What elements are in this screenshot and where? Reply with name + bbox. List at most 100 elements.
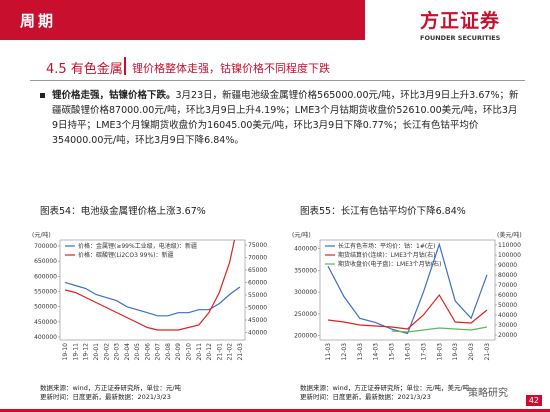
x-tick-label: 19-12: [83, 343, 90, 361]
section-number: 4.5 有色金属: [46, 62, 123, 77]
x-tick-label: 21-01: [216, 343, 223, 361]
y-tick-label: 500000: [34, 304, 57, 311]
y2-tick-label: 65000: [248, 267, 267, 274]
update-line: 更新时间：日度更新，最新数据：2021/3/23: [40, 393, 171, 401]
legend-label: 期货收盘价(电子盘)：LME3个月钴(右): [338, 260, 442, 268]
x-tick-label: 20-11: [196, 343, 203, 361]
x-tick-label: 19-10: [62, 343, 69, 361]
y-tick-label: 650000: [34, 258, 57, 265]
update-line: 更新时间：日度更新，最新数据：2021/3/23: [300, 393, 431, 401]
y2-tick-label: 90000: [498, 262, 517, 269]
y2-tick-label: 50000: [248, 305, 267, 312]
bullet: [40, 93, 45, 98]
page-number: 42: [525, 395, 542, 406]
y-tick-label: 600000: [34, 273, 57, 280]
series-line: [391, 326, 488, 333]
source: 数据来源：wind，方正证券研究所；单位：元/吨，美元/吨 更新时间：日度更新，最…: [300, 384, 469, 402]
y-tick-label: 350000: [294, 267, 317, 274]
y-tick-label: 550000: [34, 289, 57, 296]
x-tick-label: 20-09: [175, 343, 182, 361]
x-tick-label: 20-07: [155, 343, 162, 361]
y-tick-label: 400000: [34, 334, 57, 341]
x-tick-label: 17-03: [420, 343, 427, 361]
header-bar: 周期: [0, 0, 365, 40]
y2-tick-label: 110000: [498, 242, 521, 249]
x-tick-label: 20-12: [206, 343, 213, 361]
y-tick-label: 300000: [294, 289, 317, 296]
y2-axis-label: (美元/吨): [497, 231, 522, 239]
logo: 方正证券 FOUNDER SECURITIES: [420, 6, 500, 42]
y-tick-label: 700000: [34, 243, 57, 250]
series-line: [327, 242, 488, 335]
x-tick-label: 21-02: [227, 343, 234, 361]
body-text: 锂价格走强，钴镍价格下跌。3月23日，新疆电池级金属锂价格565000.00元/…: [52, 88, 522, 148]
x-tick-label: 15-03: [389, 343, 396, 361]
section-subtitle: 锂价格整体走强，钴镍价格不同程度下跌: [132, 62, 330, 75]
logo-name: 方正证券: [420, 10, 501, 32]
legend-label: 价格：碳酸锂(Li2CO3 99%)：新疆: [78, 251, 173, 259]
source: 数据来源：wind，方正证券研究所，单位：元/吨 更新时间：日度更新，最新数据：2…: [40, 384, 181, 402]
watermark: 策略研究: [468, 388, 508, 399]
x-tick-label: 16-03: [405, 343, 412, 361]
y-tick-label: 450000: [34, 319, 57, 326]
y2-tick-label: 70000: [498, 282, 517, 289]
x-tick-label: 20-10: [185, 343, 192, 361]
y2-tick-label: 40000: [248, 330, 267, 337]
y-tick-label: 200000: [294, 333, 317, 340]
rule: [30, 80, 525, 81]
x-tick-label: 14-03: [373, 343, 380, 361]
y-tick-label: 250000: [294, 311, 317, 318]
y2-tick-label: 80000: [498, 272, 517, 279]
footer-bar: [0, 409, 550, 412]
y-tick-label: 400000: [294, 246, 317, 253]
y-axis-label: (元/吨): [292, 231, 311, 239]
x-tick-label: 12-03: [341, 343, 348, 361]
body-lead: 锂价格走强，钴镍价格下跌。: [52, 90, 176, 101]
x-tick-label: 11-03: [325, 343, 332, 361]
y2-tick-label: 70000: [248, 255, 267, 262]
x-tick-label: 20-04: [124, 343, 131, 361]
chart-title: 图表54：电池级金属锂价格上涨3.67%: [40, 206, 206, 217]
y-axis-label: (元/吨): [32, 231, 51, 239]
source-line: 数据来源：wind，方正证券研究所，单位：元/吨: [40, 384, 182, 392]
x-tick-label: 13-03: [357, 343, 364, 361]
x-tick-label: 20-08: [165, 343, 172, 361]
plot-frame: [59, 239, 246, 341]
x-tick-label: 20-02: [103, 343, 110, 361]
y2-tick-label: 60000: [248, 280, 267, 287]
y2-tick-label: 20000: [498, 332, 517, 339]
divider: [124, 57, 126, 75]
series-line: [327, 293, 488, 330]
legend-label: 长江有色市场：平均价：钴：1#(左): [338, 242, 436, 250]
series-line: [64, 240, 236, 331]
x-tick-label: 20-05: [134, 343, 141, 361]
x-tick-label: 20-06: [144, 343, 151, 361]
logo-english: FOUNDER SECURITIES: [420, 34, 501, 42]
y2-tick-label: 45000: [248, 317, 267, 324]
y2-tick-label: 100000: [498, 252, 521, 259]
x-tick-label: 21-03: [237, 343, 244, 361]
y2-tick-label: 60000: [498, 292, 517, 299]
x-tick-label: 19-11: [72, 343, 79, 361]
x-tick-label: 21-03: [484, 343, 491, 361]
y2-tick-label: 55000: [248, 292, 267, 299]
x-tick-label: 20-01: [93, 343, 100, 361]
legend-label: 价格：金属锂(≥99%工业级，电池级)：新疆: [78, 242, 197, 250]
body-rest: 3月23日，新疆电池级金属锂价格565000.00元/吨，环比3月9日上升3.6…: [52, 90, 519, 146]
x-tick-label: 18-03: [436, 343, 443, 361]
chart-title: 图表55：长江有色钴平均价下降6.84%: [300, 206, 466, 217]
legend-label: 期货结算价(连续)：LME3个月钴(右): [338, 251, 436, 259]
y2-tick-label: 50000: [498, 302, 517, 309]
plot-frame: [319, 239, 496, 341]
header-title: 周期: [20, 12, 57, 30]
y2-tick-label: 30000: [498, 322, 517, 329]
x-tick-label: 20-03: [468, 343, 475, 361]
series-line: [64, 281, 241, 317]
x-tick-label: 19-03: [452, 343, 459, 361]
x-tick-label: 20-03: [114, 343, 121, 361]
y2-tick-label: 40000: [498, 312, 517, 319]
source-line: 数据来源：wind，方正证券研究所；单位：元/吨，美元/吨: [300, 384, 470, 392]
y2-tick-label: 75000: [248, 242, 267, 249]
